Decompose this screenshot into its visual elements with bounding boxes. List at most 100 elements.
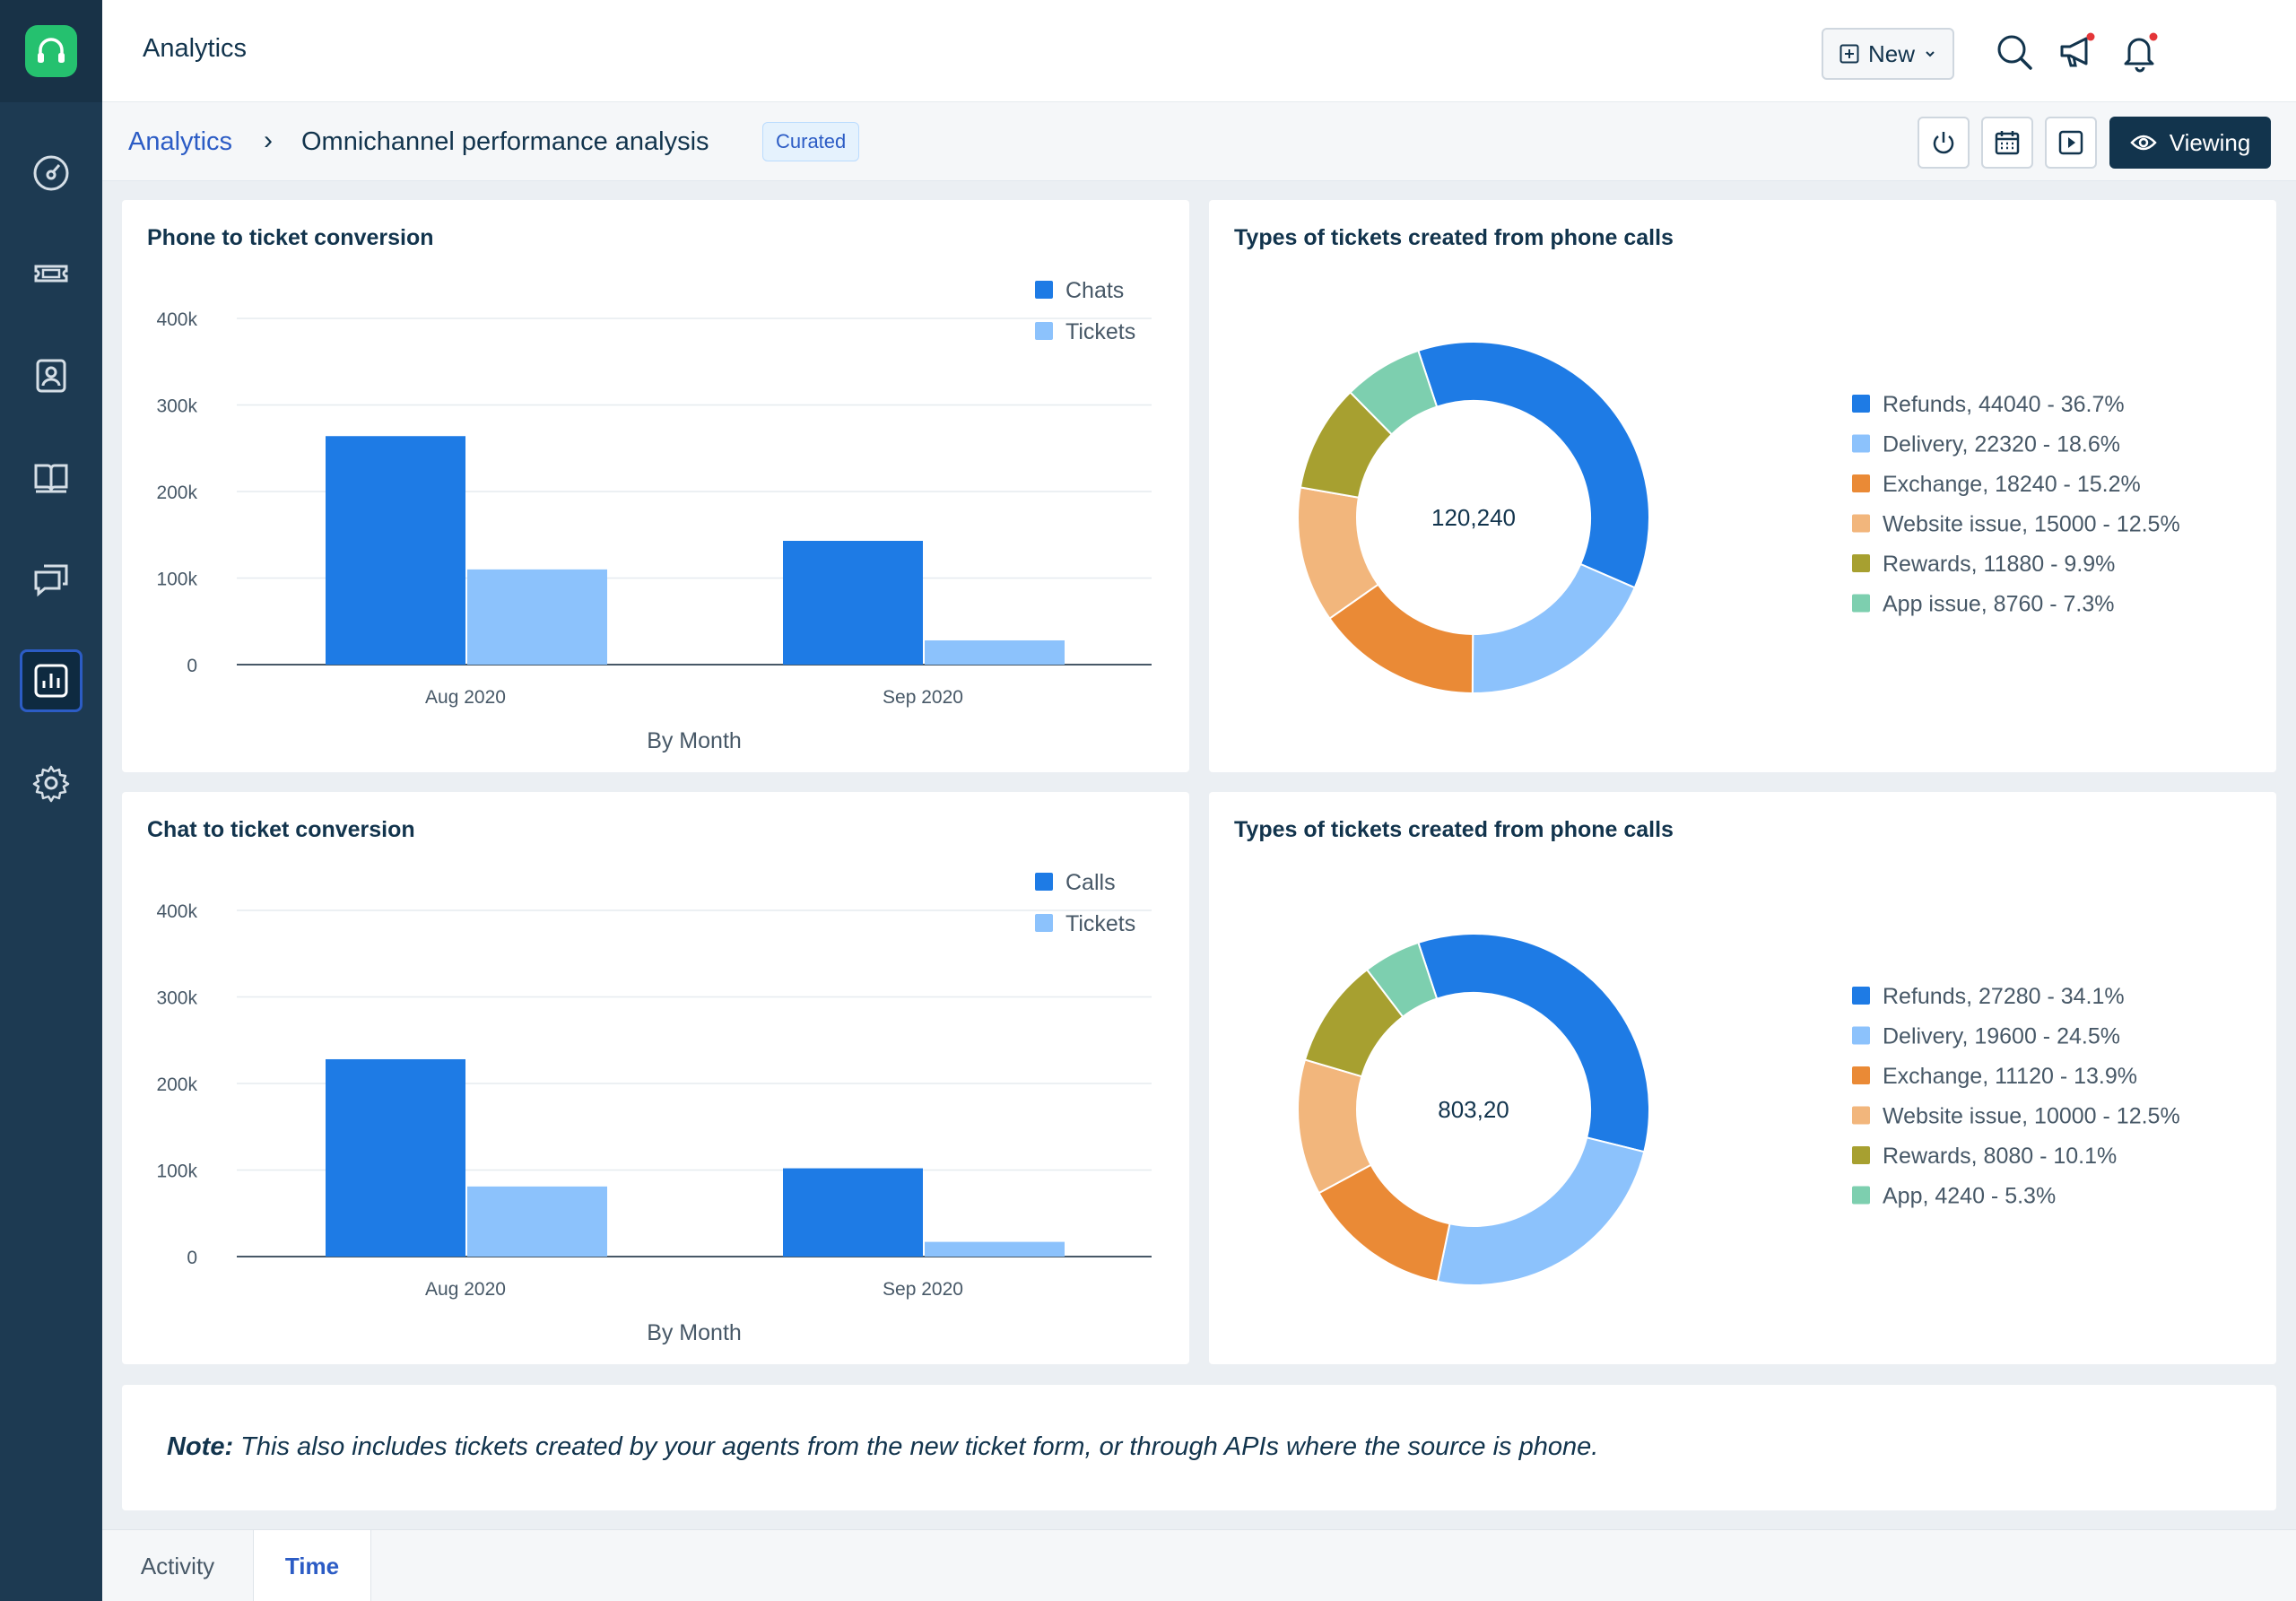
y-tick-label: 100k — [156, 1162, 197, 1182]
legend-swatch — [1035, 281, 1053, 299]
y-tick-label: 200k — [156, 1075, 197, 1095]
bar-tickets — [467, 1186, 607, 1257]
y-tick-label: 300k — [156, 988, 197, 1009]
phone-ticket-types-donut-chart: 120,240 Refunds, 44040 - 36.7% Delivery, 2… — [1297, 341, 2180, 695]
gear-icon[interactable] — [20, 752, 83, 814]
tab-time[interactable]: Time — [253, 1530, 371, 1601]
legend-swatch — [1852, 594, 1870, 613]
x-tick-label: Sep 2020 — [883, 1279, 963, 1300]
x-axis-title: By Month — [647, 728, 742, 753]
bell-icon[interactable] — [2115, 27, 2165, 77]
legend-swatch — [1035, 873, 1053, 891]
breadcrumb-analytics-link[interactable]: Analytics — [128, 127, 233, 156]
dashboard-icon[interactable] — [20, 142, 83, 204]
chat-ticket-types-donut-chart: 803,20 Refunds, 27280 - 34.1% Delivery, 19… — [1297, 933, 2180, 1286]
headset-icon[interactable] — [25, 25, 77, 77]
legend-swatch — [1852, 1106, 1870, 1125]
x-tick-label: Aug 2020 — [425, 1279, 506, 1300]
donut-center-label: 803,20 — [1438, 1096, 1509, 1123]
calendar-icon[interactable] — [1981, 117, 2033, 169]
donut-center-label: 120,240 — [1431, 504, 1516, 531]
legend-label: Refunds, 27280 - 34.1% — [1883, 984, 2125, 1009]
breadcrumb-separator: › — [264, 126, 273, 155]
legend-swatch — [1852, 514, 1870, 533]
y-tick-label: 0 — [187, 1248, 197, 1268]
legend-swatch — [1852, 987, 1870, 1005]
legend-label: Chats — [1065, 278, 1124, 303]
card-title: Types of tickets created from phone call… — [1234, 817, 1674, 842]
sidebar — [0, 0, 102, 1601]
app-title: Analytics — [143, 34, 248, 63]
x-tick-label: Sep 2020 — [883, 687, 963, 708]
viewing-button[interactable]: Viewing — [2109, 117, 2271, 169]
legend-label: Rewards, 8080 - 10.1% — [1883, 1144, 2117, 1169]
tab-activity[interactable]: Activity — [140, 1552, 215, 1579]
megaphone-icon[interactable] — [2052, 27, 2102, 77]
power-icon[interactable] — [1918, 117, 1970, 169]
legend-label: Rewards, 11880 - 9.9% — [1883, 552, 2115, 577]
phone-to-ticket-bar-chart: 0 100k 200k 300k 400k Aug 2020 Sep 2020 By Mont… — [156, 278, 1152, 753]
card-title: Types of tickets created from phone call… — [1234, 225, 1674, 250]
analytics-icon[interactable] — [20, 649, 83, 712]
card-title: Chat to ticket conversion — [147, 817, 415, 842]
legend-label: Exchange, 11120 - 13.9% — [1883, 1064, 2137, 1089]
legend-swatch — [1035, 914, 1053, 932]
book-icon[interactable] — [20, 446, 83, 509]
note-label: Note: — [167, 1432, 234, 1461]
viewing-button-label: Viewing — [2169, 128, 2251, 156]
legend-label: Calls — [1065, 870, 1116, 895]
bar-calls — [326, 1058, 465, 1257]
chat-ticket-types-card: Types of tickets created from phone call… — [1209, 792, 2276, 1364]
note-card: Note: This also includes tickets created… — [122, 1385, 2276, 1510]
bar-chats — [326, 436, 465, 665]
y-tick-label: 300k — [156, 396, 197, 417]
legend-label: App issue, 8760 - 7.3% — [1883, 592, 2115, 617]
note-body: This also includes tickets created by yo… — [233, 1432, 1599, 1461]
x-tick-label: Aug 2020 — [425, 687, 506, 708]
legend-label: App, 4240 - 5.3% — [1883, 1184, 2056, 1209]
page-title: Omnichannel performance analysis — [301, 127, 709, 156]
bar-tickets — [925, 640, 1065, 665]
donut-slice — [1349, 349, 1439, 436]
phone-ticket-types-card: Types of tickets created from phone call… — [1209, 200, 2276, 772]
phone-to-ticket-card: Phone to ticket conversion 0 100k 200k 300k… — [122, 200, 1189, 772]
legend-swatch — [1852, 1186, 1870, 1205]
legend-label: Website issue, 15000 - 12.5% — [1883, 512, 2180, 537]
legend-label: Delivery, 19600 - 24.5% — [1883, 1024, 2120, 1049]
note-text: Note: This also includes tickets created… — [167, 1432, 1598, 1462]
top-header: Analytics New — [102, 0, 2296, 102]
contact-icon[interactable] — [20, 344, 83, 407]
y-tick-label: 0 — [187, 656, 197, 676]
y-tick-label: 100k — [156, 570, 197, 590]
search-icon[interactable] — [1989, 27, 2039, 77]
chat-to-ticket-card: Chat to ticket conversion 0 100k 200k 300k 4… — [122, 792, 1189, 1364]
legend-swatch — [1852, 395, 1870, 413]
legend-swatch — [1852, 434, 1870, 453]
ticket-icon[interactable] — [20, 242, 83, 305]
legend-swatch — [1035, 322, 1053, 340]
legend-label: Refunds, 44040 - 36.7% — [1883, 392, 2125, 417]
legend-swatch — [1852, 1146, 1870, 1164]
curated-badge: Curated — [762, 122, 860, 161]
chat-icon[interactable] — [20, 547, 83, 610]
breadcrumb-bar: Analytics › Omnichannel performance anal… — [102, 102, 2296, 181]
legend-swatch — [1852, 1066, 1870, 1084]
legend-label: Tickets — [1065, 911, 1135, 936]
legend-label: Tickets — [1065, 319, 1135, 344]
play-icon[interactable] — [2045, 117, 2097, 169]
chat-to-ticket-bar-chart: 0 100k 200k 300k 400k Aug 2020 Sep 2020 By Mont… — [156, 870, 1152, 1345]
bottom-tab-bar: Activity Time — [102, 1529, 2296, 1601]
new-button-label: New — [1867, 39, 1915, 67]
legend-label: Delivery, 22320 - 18.6% — [1883, 432, 2120, 457]
donut-slice — [1417, 341, 1650, 589]
legend-swatch — [1852, 474, 1870, 492]
bar-calls — [783, 1168, 923, 1257]
y-tick-label: 200k — [156, 483, 197, 503]
donut-slice — [1365, 941, 1439, 1019]
bar-tickets — [925, 1241, 1065, 1257]
card-title: Phone to ticket conversion — [147, 225, 434, 250]
bar-chats — [783, 541, 923, 665]
y-tick-label: 400k — [156, 901, 197, 922]
new-button[interactable]: New — [1822, 28, 1954, 80]
donut-slice — [1471, 562, 1637, 694]
